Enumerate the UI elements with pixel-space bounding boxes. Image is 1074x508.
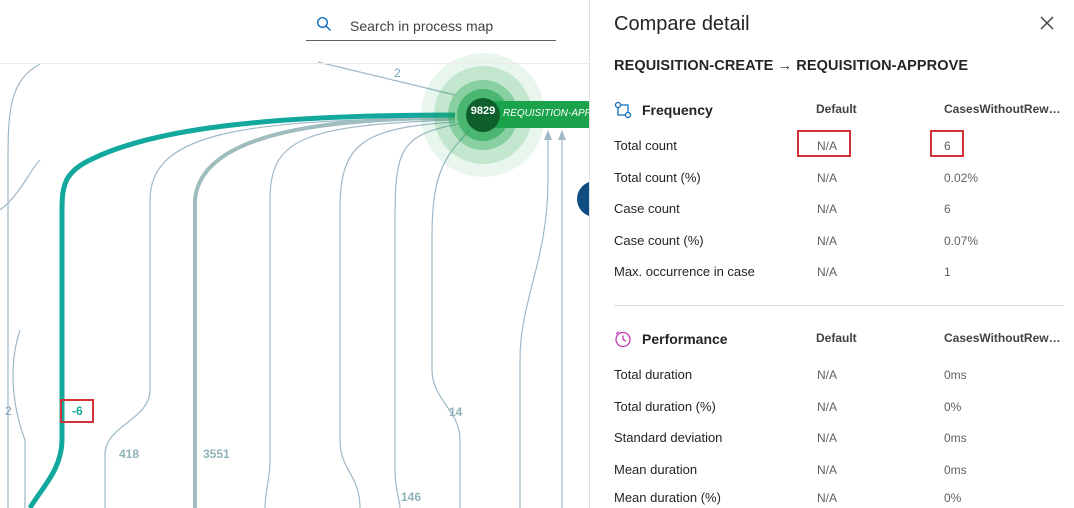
table-row: Mean duration N/A 0ms	[614, 460, 1064, 480]
edge-line	[431, 129, 471, 508]
edge-label[interactable]: 3551	[203, 447, 230, 461]
row-value-default: N/A	[817, 431, 838, 445]
edge-line	[519, 132, 549, 508]
row-value-compare: 0.02%	[944, 171, 979, 185]
table-row: Case count (%) N/A 0.07%	[614, 231, 1064, 251]
clock-icon	[614, 330, 632, 353]
performance-header: Performance Default CasesWithoutRework	[614, 329, 1066, 353]
row-value-compare: 0.07%	[944, 234, 979, 248]
table-row: Standard deviation N/A 0ms	[614, 428, 1064, 448]
edge-label[interactable]: 418	[119, 447, 140, 461]
row-value-compare: 0ms	[944, 368, 967, 382]
close-button[interactable]	[1036, 12, 1058, 34]
row-value-default: N/A	[817, 400, 838, 414]
table-row: Total duration (%) N/A 0%	[614, 397, 1064, 417]
section-title: Performance	[642, 331, 728, 347]
highlight-box	[60, 399, 94, 423]
row-label: Max. occurrence in case	[614, 264, 755, 279]
edge-label[interactable]: 2	[394, 66, 401, 80]
highlight-box	[930, 130, 964, 157]
row-value-default: N/A	[817, 491, 838, 505]
row-label: Case count	[614, 201, 680, 216]
row-value-compare: 6	[944, 202, 951, 216]
edge-line	[394, 123, 459, 508]
column-header-default: Default	[816, 102, 857, 116]
row-value-default: N/A	[817, 139, 838, 153]
arrow-icon	[558, 130, 566, 140]
edge-line	[12, 329, 26, 508]
edge-label[interactable]: 14	[449, 405, 463, 419]
row-value-compare: 0%	[944, 491, 962, 505]
edge-line-highlighted	[27, 112, 456, 508]
row-value-compare: 1	[944, 265, 951, 279]
row-label: Case count (%)	[614, 233, 704, 248]
table-row: Max. occurrence in case N/A 1	[614, 262, 1064, 282]
row-value-default: N/A	[817, 234, 838, 248]
compare-detail-panel: Compare detail REQUISITION-CREATE → REQU…	[589, 0, 1074, 508]
map-header-divider	[0, 63, 589, 64]
row-label: Total count	[614, 138, 677, 153]
column-header-compare: CasesWithoutRework	[944, 102, 1066, 116]
search-input[interactable]	[348, 14, 552, 38]
edge-label-diff[interactable]: -6	[72, 404, 83, 418]
table-row: Total count (%) N/A 0.02%	[614, 168, 1064, 188]
edge-line	[104, 117, 456, 508]
table-row: Total duration N/A 0ms	[614, 365, 1064, 385]
row-label: Standard deviation	[614, 430, 723, 445]
edge-line	[264, 119, 456, 508]
row-value-default: N/A	[817, 202, 838, 216]
row-value-default: N/A	[817, 171, 838, 185]
process-map[interactable]: 9829 REQUISITION-APPROVE 2 2 -6 418 3551…	[0, 0, 589, 508]
edge-line	[7, 63, 41, 508]
edge-label[interactable]: 146	[401, 490, 422, 504]
edge-line	[339, 121, 456, 508]
panel-title: Compare detail	[614, 13, 750, 35]
edge-label[interactable]: 2	[5, 404, 12, 418]
row-value-compare: 0ms	[944, 463, 967, 477]
process-map-canvas	[0, 53, 589, 508]
row-value-default: N/A	[817, 265, 838, 279]
node-count: 9829	[470, 105, 496, 117]
row-value-compare: 0ms	[944, 431, 967, 445]
row-value-compare: 6	[944, 139, 951, 153]
row-value-compare: 0%	[944, 400, 962, 414]
node-count-circle	[466, 98, 500, 132]
table-row: Total count N/A 6	[614, 136, 1064, 156]
node-partial	[577, 182, 589, 216]
row-label: Total count (%)	[614, 170, 701, 185]
edge-line-3551	[193, 116, 456, 508]
row-value-default: N/A	[817, 368, 838, 382]
close-icon	[1040, 16, 1054, 30]
row-value-default: N/A	[817, 463, 838, 477]
row-label: Mean duration (%)	[614, 490, 721, 505]
highlight-box	[797, 130, 851, 157]
table-row: Case count N/A 6	[614, 199, 1064, 219]
node-activity-label[interactable]: REQUISITION-APPROVE	[503, 108, 589, 119]
transition-title: REQUISITION-CREATE → REQUISITION-APPROVE	[614, 58, 969, 74]
row-label: Mean duration	[614, 462, 698, 477]
frequency-header: Frequency Default CasesWithoutRework	[614, 100, 1066, 124]
column-header-default: Default	[816, 331, 857, 345]
section-divider	[614, 305, 1064, 306]
edge-line	[0, 159, 41, 211]
table-row: Mean duration (%) N/A 0%	[614, 488, 1064, 508]
search-box[interactable]	[306, 10, 556, 41]
row-label: Total duration	[614, 367, 693, 382]
edge-line	[317, 61, 456, 96]
section-title: Frequency	[642, 102, 713, 118]
arrow-icon	[544, 130, 552, 140]
frequency-icon	[614, 101, 632, 124]
node-pill	[470, 101, 589, 128]
row-label: Total duration (%)	[614, 399, 716, 414]
column-header-compare: CasesWithoutRework	[944, 331, 1066, 345]
